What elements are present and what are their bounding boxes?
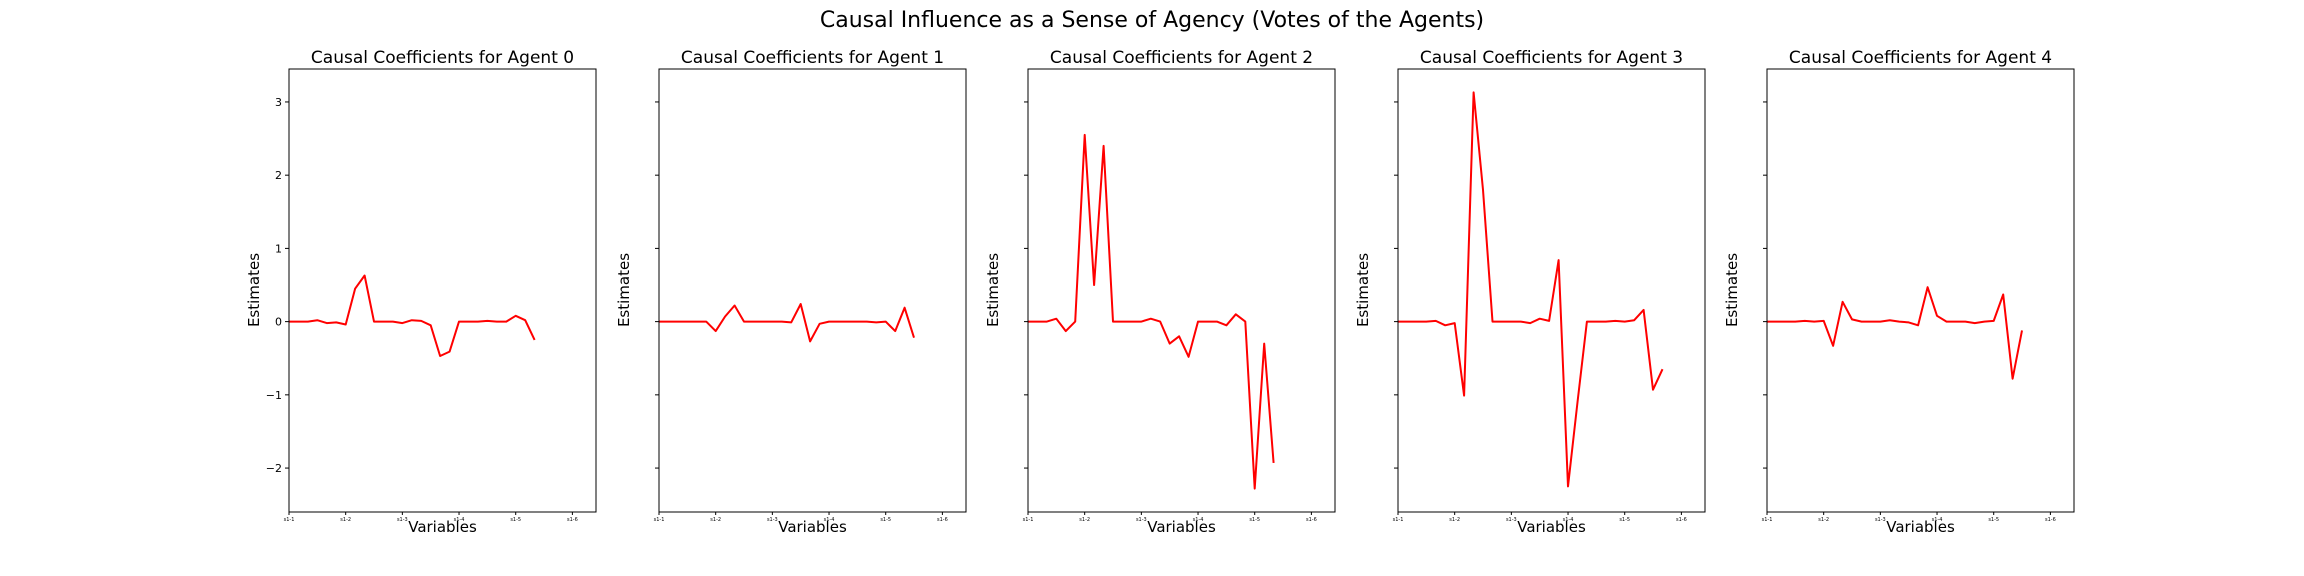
subplot-agent-3: Causal Coefficients for Agent 3 s1-1 s1-2 s…: [1354, 48, 1706, 536]
subplot-title: Causal Coefficients for Agent 2: [1050, 48, 1313, 68]
series-line: [1398, 91, 1664, 488]
x-tick-label: s1-4: [1932, 517, 1943, 523]
y-tick-label: −2: [266, 462, 282, 475]
subplot-title: Causal Coefficients for Agent 4: [1789, 48, 2052, 68]
x-tick-label: s1-3: [1136, 517, 1147, 523]
axes-frame: [288, 68, 597, 513]
x-tick-label: s1-2: [710, 517, 721, 523]
x-tick-label: s1-4: [1193, 517, 1204, 523]
x-tick-label: s1-4: [454, 517, 465, 523]
y-axis-label: Estimates: [1354, 253, 1372, 327]
x-tick-label: s1-1: [1023, 517, 1034, 523]
x-tick-label: s1-1: [654, 517, 665, 523]
x-tick-label: s1-3: [1506, 517, 1517, 523]
x-tick-label: s1-1: [1393, 517, 1404, 523]
x-axis-label: Variables: [1147, 518, 1216, 536]
subplot-grid: Causal Coefficients for Agent 0 −2 −1 0 1 2 3 s…: [245, 48, 2075, 536]
y-tick-label: 1: [275, 242, 282, 255]
x-tick-label: s1-4: [1563, 517, 1574, 523]
axes-frame: [1027, 68, 1336, 513]
x-tick-label: s1-2: [1079, 517, 1090, 523]
x-tick-label: s1-3: [1875, 517, 1886, 523]
y-tick-label: 0: [275, 316, 282, 329]
axes-frame: [1397, 68, 1706, 513]
y-tick-label: 2: [275, 169, 282, 182]
series-line: [289, 274, 536, 357]
axes-frame: [1766, 68, 2075, 513]
series-line: [1767, 286, 2023, 380]
figure-title: Causal Influence as a Sense of Agency (V…: [820, 8, 1484, 33]
subplot-title: Causal Coefficients for Agent 0: [311, 48, 574, 68]
x-tick-label: s1-6: [567, 517, 578, 523]
axes-frame: [658, 68, 967, 513]
x-tick-label: s1-1: [284, 517, 295, 523]
y-tick-label: 3: [275, 96, 282, 109]
x-tick-label: s1-5: [1249, 517, 1260, 523]
x-tick-label: s1-5: [1988, 517, 1999, 523]
subplot-title: Causal Coefficients for Agent 1: [681, 48, 944, 68]
subplot-agent-1: Causal Coefficients for Agent 1 s1-1 s1-2 s…: [615, 48, 967, 536]
y-axis-label: Estimates: [1723, 253, 1741, 327]
x-tick-label: s1-6: [1676, 517, 1687, 523]
x-tick-label: s1-1: [1762, 517, 1773, 523]
x-tick-label: s1-5: [510, 517, 521, 523]
x-tick-label: s1-6: [2045, 517, 2056, 523]
subplot-agent-4: Causal Coefficients for Agent 4 s1-1 s1-2 s…: [1723, 48, 2075, 536]
x-tick-label: s1-2: [1818, 517, 1829, 523]
x-axis-label: Variables: [1517, 518, 1586, 536]
series-line: [659, 303, 915, 343]
x-tick-label: s1-5: [1619, 517, 1630, 523]
x-tick-label: s1-5: [880, 517, 891, 523]
x-tick-label: s1-3: [767, 517, 778, 523]
x-axis-label: Variables: [1886, 518, 1955, 536]
y-axis-label: Estimates: [245, 253, 263, 327]
y-axis-label: Estimates: [615, 253, 633, 327]
y-axis-label: Estimates: [984, 253, 1002, 327]
x-tick-label: s1-2: [1449, 517, 1460, 523]
subplot-agent-2: Causal Coefficients for Agent 2 s1-1 s1-2 s…: [984, 48, 1336, 536]
series-line: [1028, 133, 1275, 490]
x-axis-label: Variables: [408, 518, 477, 536]
subplot-agent-0: Causal Coefficients for Agent 0 −2 −1 0 1 2 3 s…: [245, 48, 597, 536]
x-tick-label: s1-2: [340, 517, 351, 523]
x-tick-label: s1-6: [1306, 517, 1317, 523]
y-tick-label: −1: [266, 389, 282, 402]
x-axis-label: Variables: [778, 518, 847, 536]
x-tick-label: s1-6: [937, 517, 948, 523]
subplot-title: Causal Coefficients for Agent 3: [1420, 48, 1683, 68]
x-tick-label: s1-4: [824, 517, 835, 523]
x-tick-label: s1-3: [397, 517, 408, 523]
